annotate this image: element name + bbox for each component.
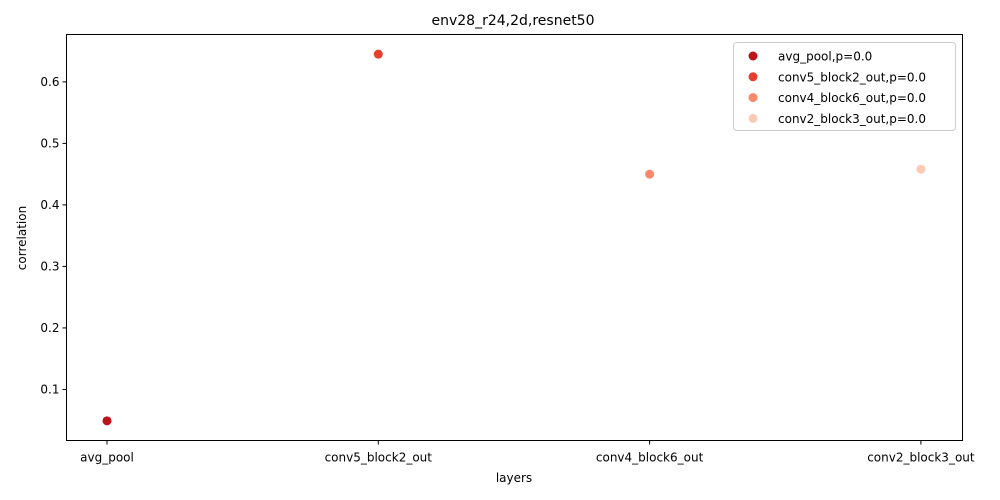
plot-frame	[66, 34, 963, 441]
x-tick-label: conv4_block6_out	[596, 451, 704, 465]
data-point	[373, 49, 383, 59]
data-point	[916, 164, 926, 174]
legend-marker	[748, 72, 758, 82]
y-tick-label: 0.6	[40, 75, 59, 89]
legend-marker	[748, 113, 758, 123]
data-point	[102, 416, 112, 426]
x-tick-label: conv5_block2_out	[325, 451, 433, 465]
y-tick-label: 0.4	[40, 198, 59, 212]
y-tick-label: 0.1	[40, 382, 59, 396]
legend-box	[733, 42, 956, 131]
legend-entry-label: conv5_block2_out,p=0.0	[778, 70, 926, 84]
legend-marker	[748, 93, 758, 103]
x-tick-label: conv2_block3_out	[867, 451, 975, 465]
legend-marker	[748, 51, 758, 61]
y-tick-label: 0.2	[40, 321, 59, 335]
x-axis-label: layers	[496, 471, 532, 485]
y-axis-label: correlation	[15, 206, 29, 270]
data-point	[645, 169, 655, 179]
legend: avg_pool,p=0.0 conv5_block2_out,p=0.0conv…	[733, 42, 956, 131]
legend-entry-label: conv2_block3_out,p=0.0	[778, 112, 926, 126]
y-tick-label: 0.3	[40, 259, 59, 273]
x-tick-label: avg_pool	[80, 451, 134, 465]
chart-title: env28_r24,2d,resnet50	[432, 13, 595, 29]
y-tick-label: 0.5	[40, 136, 59, 150]
legend-entry-label: avg_pool,p=0.0	[778, 50, 872, 64]
legend-entry-label: conv4_block6_out,p=0.0	[778, 91, 926, 105]
